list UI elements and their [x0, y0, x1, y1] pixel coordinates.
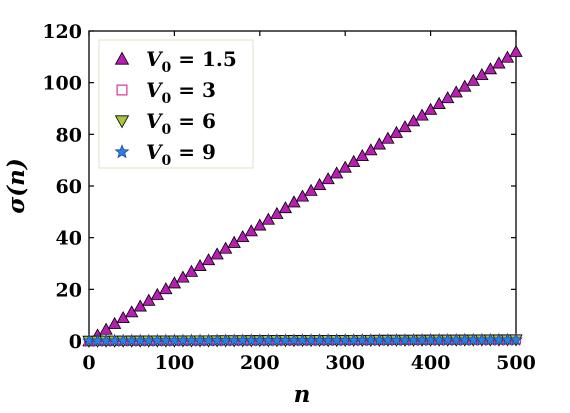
y-tick-label: 40 [56, 228, 82, 250]
legend-marker [114, 115, 130, 129]
x-tick-label: 400 [411, 352, 451, 374]
x-tick-label: 200 [240, 352, 280, 374]
legend-label: V0 = 9 [146, 140, 216, 169]
legend-marker [114, 144, 130, 159]
x-tick-label: 0 [82, 352, 95, 374]
legend-label: V0 = 6 [146, 109, 216, 138]
series-1 [82, 44, 523, 347]
legend-marker [116, 84, 128, 96]
data-point [509, 332, 523, 346]
y-tick-label: 120 [42, 21, 82, 43]
legend: V0 = 1.5V0 = 3V0 = 6V0 = 9 [98, 39, 254, 169]
series-4 [82, 332, 523, 347]
y-axis-title: σ(n) [3, 158, 30, 213]
data-markers [82, 44, 523, 348]
y-tick-label: 60 [56, 176, 82, 198]
y-tick-label: 20 [56, 279, 82, 301]
axis-ticks: 0 100 200 300 400 500 0 20 40 60 80 100 120 [42, 21, 536, 374]
legend-label: V0 = 1.5 [146, 47, 237, 76]
x-tick-label: 100 [155, 352, 195, 374]
x-tick-label: 300 [325, 352, 365, 374]
y-tick-label: 0 [69, 331, 82, 353]
x-tick-label: 500 [496, 352, 536, 374]
legend-marker [114, 51, 130, 65]
x-axis-title: n [294, 381, 311, 408]
data-point [509, 44, 523, 57]
legend-label: V0 = 3 [146, 78, 216, 107]
legend-box [98, 39, 254, 169]
y-tick-label: 80 [56, 124, 82, 146]
y-tick-label: 100 [42, 73, 82, 95]
